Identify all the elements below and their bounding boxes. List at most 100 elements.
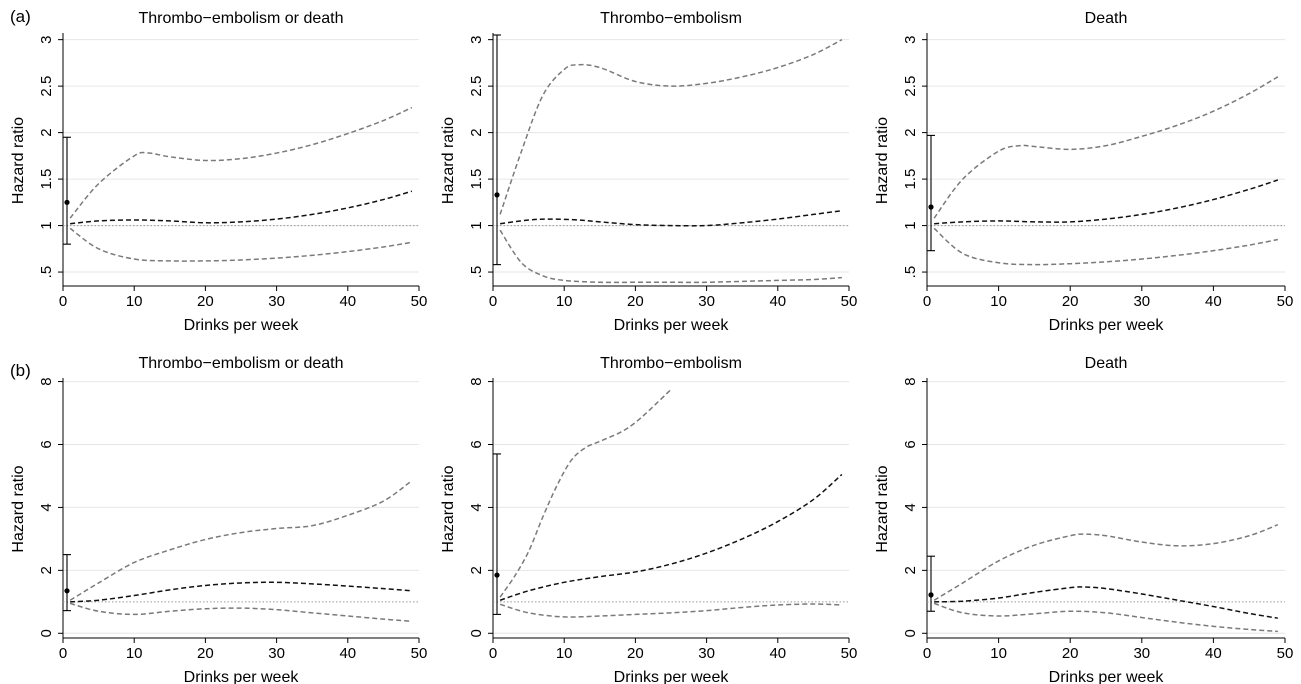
y-tick-label: .5 [902,266,919,279]
estimate-curve [499,473,843,601]
y-axis-label: Hazard ratio [10,465,27,552]
y-tick-label: 1.5 [38,169,55,190]
y-tick-label: 2 [902,128,919,136]
x-tick-label: 50 [411,293,428,310]
y-tick-label: 2.5 [38,76,55,97]
x-tick-label: 10 [556,293,573,310]
x-tick-label: 30 [268,645,285,662]
panel-label-a: (a) [10,7,31,26]
y-tick-label: 2.5 [468,76,485,97]
x-tick-label: 30 [268,293,285,310]
chart-panel-3: 0 2 4 6 8 0 10 20 30 40 50 Thrombo−embolism or deat… [10,355,427,684]
y-tick-label: 3 [902,35,919,43]
x-tick-label: 40 [339,293,356,310]
upper-ci-curve [933,76,1279,219]
x-tick-label: 10 [990,645,1007,662]
x-tick-label: 50 [1277,645,1294,662]
chart-title: Thrombo−embolism [600,355,742,372]
y-axis-label: Hazard ratio [874,465,891,552]
x-tick-label: 20 [627,293,644,310]
x-tick-label: 20 [197,293,214,310]
x-tick-label: 50 [841,293,858,310]
x-tick-label: 40 [769,645,786,662]
x-axis-label: Drinks per week [184,317,300,334]
y-tick-label: .5 [468,266,485,279]
x-tick-label: 0 [923,645,931,662]
y-tick-label: 2 [902,566,919,574]
y-tick-label: 2 [468,128,485,136]
chart-title: Death [1085,355,1128,372]
y-tick-label: 0 [468,629,485,637]
lower-ci-curve [69,227,413,262]
x-tick-label: 0 [923,293,931,310]
x-tick-label: 20 [197,645,214,662]
y-tick-label: 4 [468,503,485,511]
y-tick-label: 2 [38,566,55,574]
x-tick-label: 30 [1133,293,1150,310]
x-axis-label: Drinks per week [614,317,730,334]
chart-title: Death [1085,10,1128,27]
chart-title: Thrombo−embolism or death [139,355,344,372]
y-tick-label: 6 [902,440,919,448]
y-axis-label: Hazard ratio [440,117,457,204]
x-tick-label: 30 [698,293,715,310]
x-tick-label: 20 [1062,645,1079,662]
y-tick-label: 2.5 [902,76,919,97]
upper-ci-curve [499,38,843,215]
y-tick-label: 1.5 [902,169,919,190]
lower-ci-curve [499,229,842,284]
x-tick-label: 40 [1205,645,1222,662]
x-tick-label: 0 [59,293,67,310]
y-tick-label: 1 [468,221,485,229]
upper-ci-curve [69,480,413,601]
y-tick-label: 1.5 [468,169,485,190]
lower-ci-curve [69,602,412,623]
y-tick-label: 6 [38,440,55,448]
y-tick-label: 6 [468,440,485,448]
lower-ci-curve [933,227,1278,266]
chart-title: Thrombo−embolism or death [139,10,344,27]
chart-panel-1: .511.522.530 10 20 30 40 50Thrombo−embolismDr… [440,10,857,334]
x-axis-label: Drinks per week [1049,317,1165,334]
y-axis-label: Hazard ratio [874,117,891,204]
y-tick-label: 4 [902,503,919,511]
y-axis-label: Hazard ratio [10,117,27,204]
y-tick-label: 0 [38,629,55,637]
x-axis-label: Drinks per week [184,669,300,684]
x-tick-label: 40 [339,645,356,662]
y-tick-label: .5 [38,266,55,279]
x-tick-label: 50 [411,645,428,662]
estimate-curve [70,190,413,225]
point-estimate-marker [928,204,934,210]
x-tick-label: 30 [698,645,715,662]
y-tick-label: 1 [38,221,55,229]
x-tick-label: 10 [556,645,573,662]
x-tick-label: 20 [627,645,644,662]
point-estimate-marker [494,192,500,198]
estimate-curve [934,179,1279,225]
chart-panel-4: 0 2 4 6 8 0 10 20 30 40 50 Thrombo−embolism Drinks p… [440,355,857,684]
x-tick-label: 30 [1133,645,1150,662]
x-axis-label: Drinks per week [614,669,730,684]
chart-title: Thrombo−embolism [600,10,742,27]
y-tick-label: 2 [468,566,485,574]
chart-panel-5: 0 2 4 6 8 0 10 20 30 40 50 Death Drinks per week Haza… [874,355,1293,684]
y-tick-label: 4 [38,503,55,511]
point-estimate-marker [64,588,70,594]
x-tick-label: 50 [1277,293,1294,310]
y-tick-label: 0 [902,629,919,637]
upper-ci-curve [499,388,672,598]
estimate-curve [500,209,842,227]
x-axis-label: Drinks per week [1049,669,1165,684]
x-tick-label: 40 [1205,293,1222,310]
x-tick-label: 10 [990,293,1007,310]
x-tick-label: 10 [126,293,143,310]
y-tick-label: 3 [38,35,55,43]
point-estimate-marker [928,592,934,598]
y-tick-label: 8 [38,377,55,385]
panel-label-b: (b) [10,361,31,380]
